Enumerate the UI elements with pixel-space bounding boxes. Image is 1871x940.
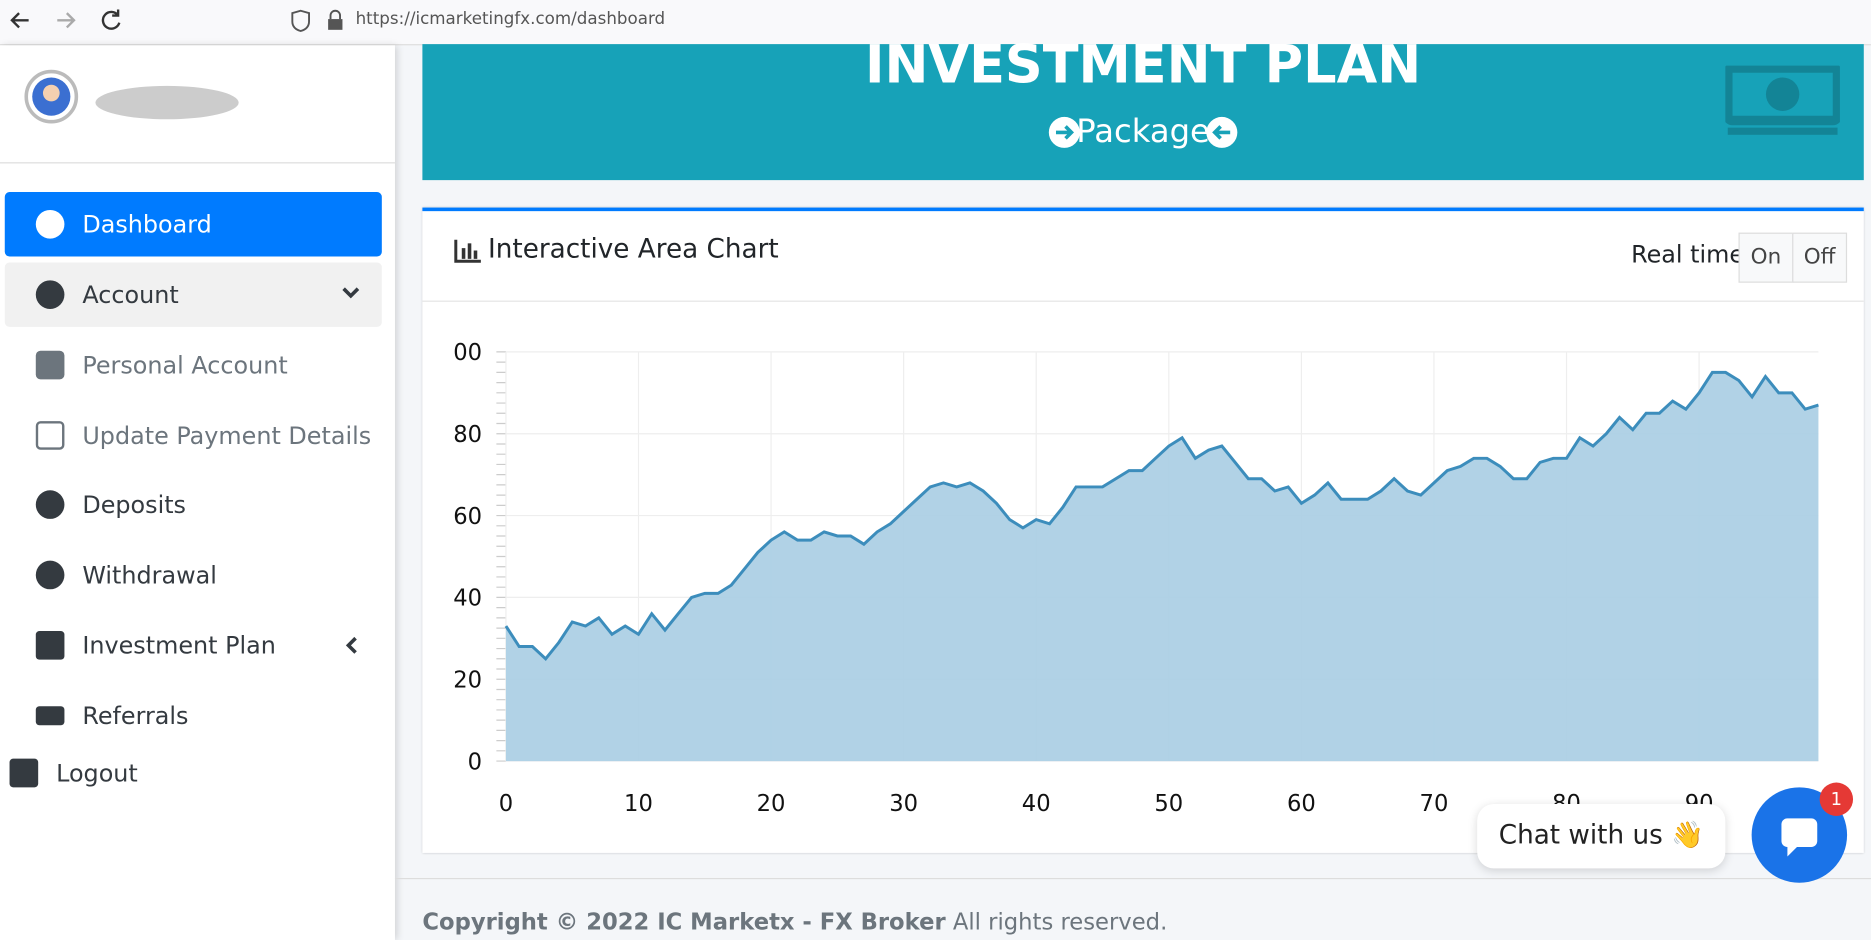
toggle-off[interactable]: Off — [1792, 232, 1848, 283]
nav-deposits[interactable]: Deposits — [5, 472, 382, 536]
nav-label: Deposits — [82, 490, 186, 519]
nav-referrals[interactable]: Referrals — [5, 684, 382, 748]
y-tick-label: 80 — [453, 422, 482, 448]
browser-bar: https://icmarketingfx.com/dashboard — [0, 0, 1871, 46]
y-tick-label: 20 — [453, 668, 482, 694]
nav-label: Personal Account — [82, 350, 288, 380]
chevron — [342, 287, 360, 299]
money-icon — [1725, 65, 1840, 135]
y-tick-label: 40 — [453, 586, 482, 612]
chevron — [345, 636, 357, 654]
nav-label: Withdrawal — [82, 560, 217, 590]
user-avatar — [24, 69, 239, 124]
toggle-on[interactable]: On — [1738, 232, 1794, 283]
area-chart: 020406080000102030405060708090 — [453, 340, 1819, 817]
x-tick-label: 60 — [1287, 791, 1316, 817]
x-tick-label: 50 — [1154, 791, 1183, 817]
header-subtitle: Package — [1076, 113, 1210, 151]
browser-icons — [10, 9, 343, 33]
area-fill — [505, 372, 1819, 762]
y-tick-label: 00 — [453, 340, 482, 366]
page-header: INVESTMENT PLAN Package — [422, 35, 1864, 181]
x-tick-label: 20 — [757, 791, 786, 817]
x-tick-label: 70 — [1420, 791, 1449, 817]
divider — [0, 162, 395, 164]
nav-personal-account[interactable]: Personal Account — [5, 333, 382, 397]
nav-logout[interactable]: Logout — [0, 741, 377, 805]
nav-withdrawal[interactable]: Withdrawal — [5, 543, 382, 607]
x-tick-label: 30 — [889, 791, 918, 817]
realtime-label: Real time — [1631, 239, 1745, 269]
footer: Copyright © 2022 IC Marketx - FX Broker … — [422, 909, 1167, 935]
y-tick-label: 0 — [468, 749, 482, 775]
header-title: INVESTMENT PLAN — [864, 34, 1422, 96]
divider — [422, 300, 1864, 302]
nav-label: Logout — [56, 758, 138, 788]
x-tick-label: 0 — [499, 791, 513, 817]
url[interactable]: https://icmarketingfx.com/dashboard — [355, 9, 666, 29]
y-tick-label: 60 — [453, 504, 482, 530]
nav-dashboard[interactable]: Dashboard — [4, 192, 382, 257]
arrow-icons — [1048, 116, 1238, 148]
x-tick-label: 40 — [1022, 791, 1051, 817]
footer-border — [394, 877, 1871, 880]
chat-icon — [1781, 818, 1818, 857]
chart-icon — [454, 239, 481, 263]
nav-account[interactable]: Account — [4, 262, 382, 327]
nav-label: Referrals — [82, 701, 189, 731]
card-title: Interactive Area Chart — [488, 235, 779, 265]
rights: All rights reserved. — [952, 908, 1168, 936]
nav-investment-plan[interactable]: Investment Plan — [5, 613, 382, 677]
sidebar: Dashboard Account Personal Account Updat… — [0, 45, 395, 940]
copyright: Copyright © 2022 IC Marketx - FX Broker — [422, 908, 946, 936]
nav-label: Account — [82, 280, 179, 309]
nav-update-payment[interactable]: Update Payment Details — [5, 403, 382, 467]
nav-label: Update Payment Details — [82, 421, 372, 450]
nav-label: Investment Plan — [82, 631, 276, 660]
chart-card: Interactive Area Chart Real time On Off … — [422, 207, 1864, 853]
chat-badge: 1 — [1819, 782, 1854, 816]
x-tick-label: 10 — [624, 791, 653, 817]
area-line — [504, 370, 1819, 662]
chat-label[interactable]: Chat with us 👋 — [1477, 804, 1726, 869]
nav-label: Dashboard — [82, 209, 212, 239]
